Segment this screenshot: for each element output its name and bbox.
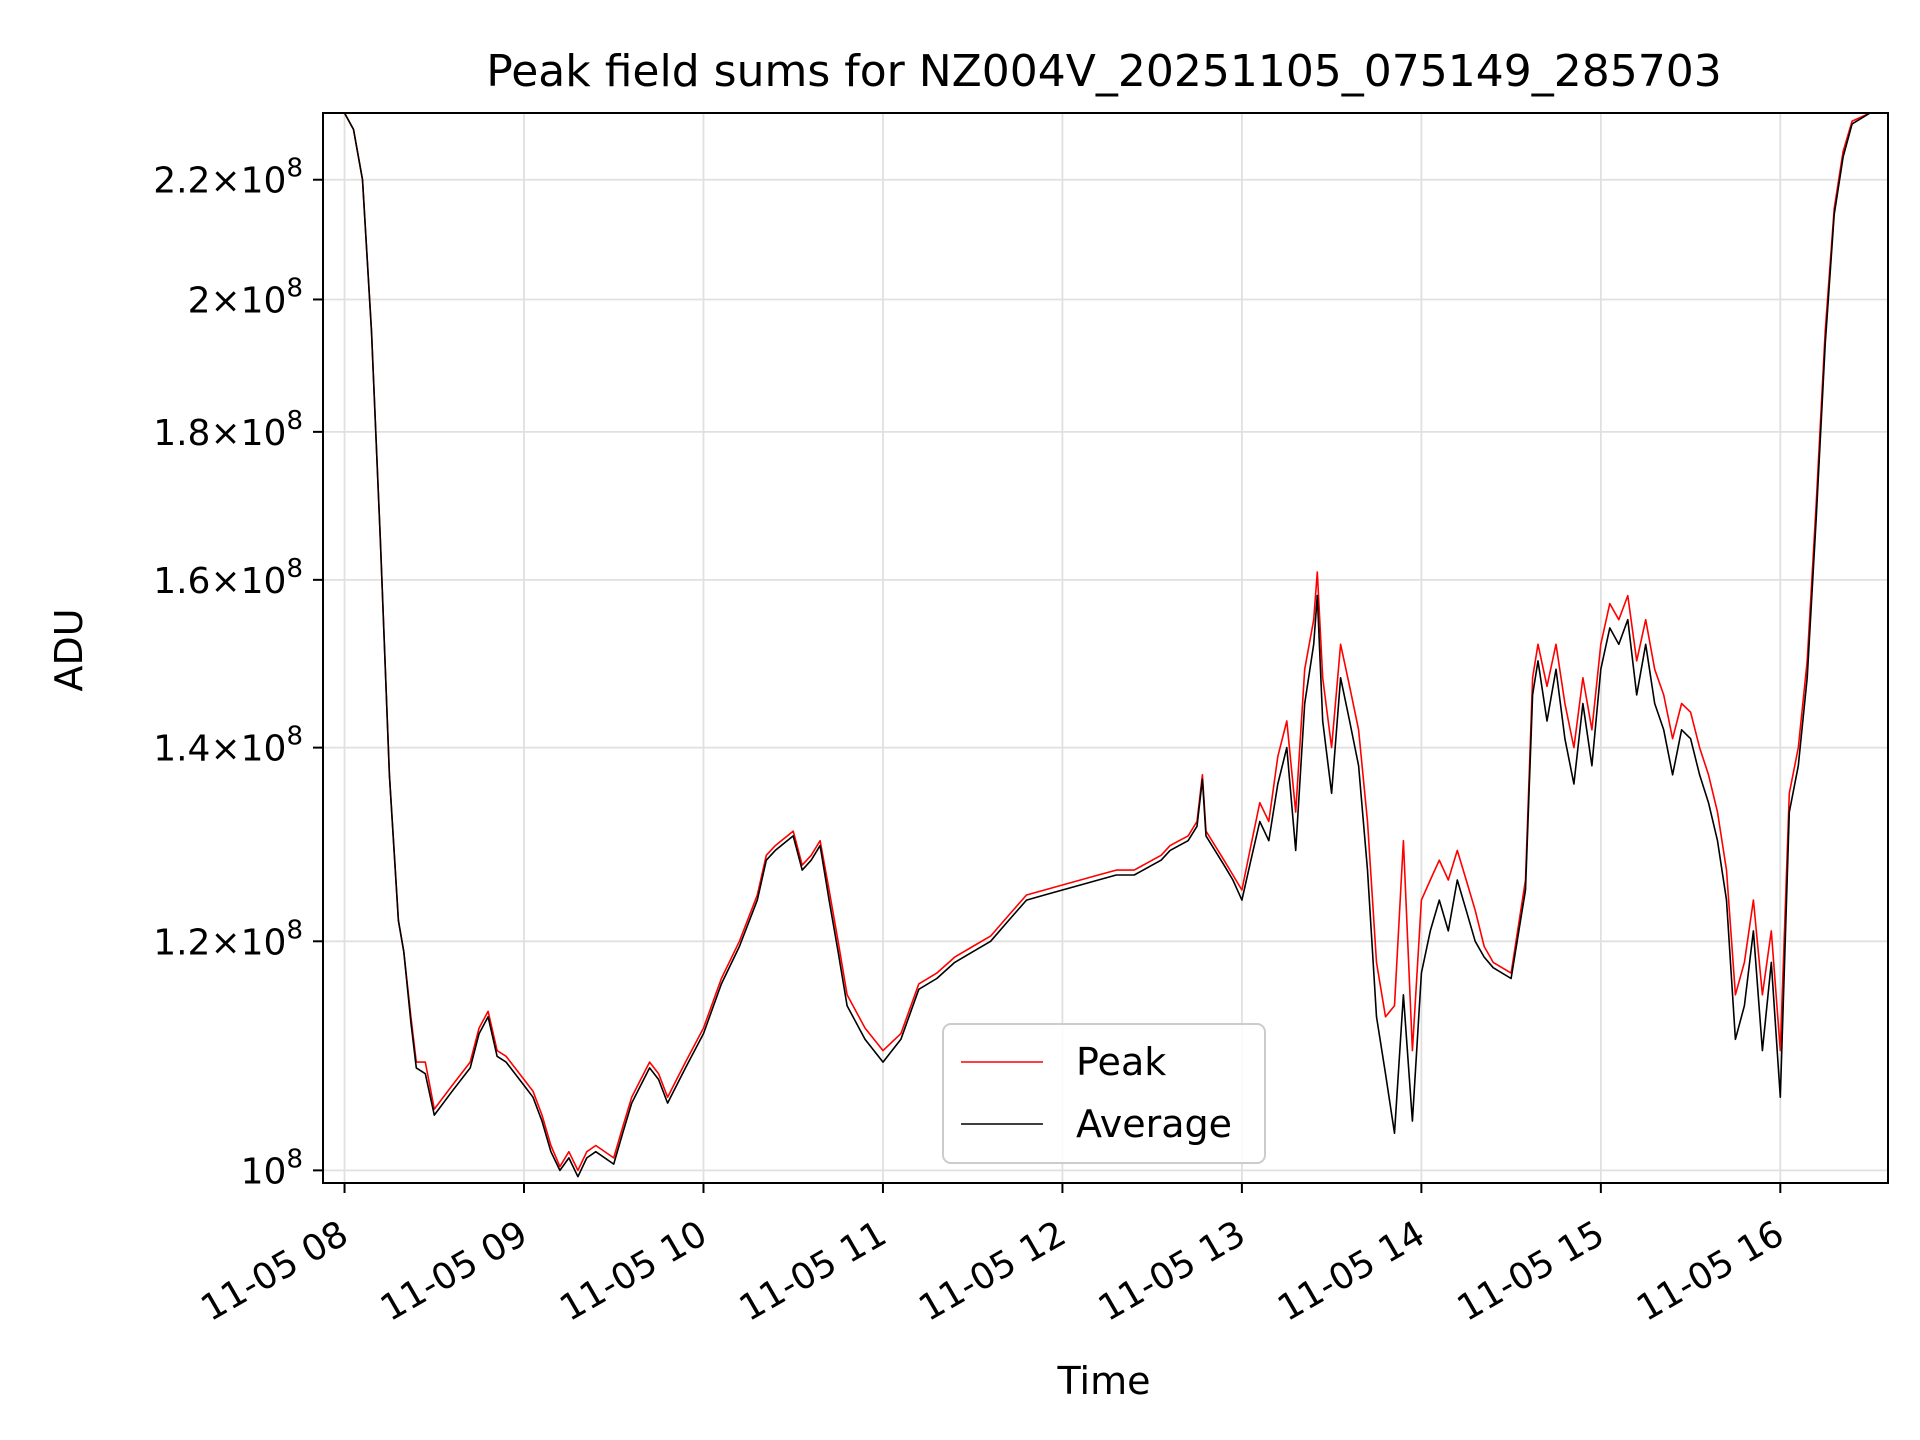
- y-tick-label: 2.2×108: [153, 154, 303, 202]
- y-tick-base: 10: [241, 729, 287, 770]
- y-tick-mantissa: 1.2: [153, 922, 210, 963]
- y-tick-exponent: 8: [286, 154, 303, 184]
- y-tick-times: ×: [210, 161, 240, 202]
- y-tick-times: ×: [210, 922, 240, 963]
- chart-title: Peak field sums for NZ004V_20251105_0751…: [486, 46, 1721, 97]
- y-axis-ticks: 1081.2×1081.4×1081.6×1081.8×1082×1082.2×…: [153, 154, 323, 1192]
- y-tick-times: ×: [210, 413, 240, 454]
- y-tick-base: 10: [241, 280, 287, 321]
- y-tick-exponent: 8: [286, 554, 303, 584]
- y-tick-times: ×: [210, 280, 240, 321]
- legend: Peak Average: [942, 1023, 1266, 1164]
- y-tick-times: ×: [210, 729, 240, 770]
- y-tick-base: 10: [241, 922, 287, 963]
- x-axis-label: Time: [1057, 1359, 1151, 1403]
- axes-frame: [322, 112, 1889, 1184]
- y-tick-exponent: 8: [286, 722, 303, 752]
- y-tick-base: 10: [241, 413, 287, 454]
- y-tick-base: 10: [241, 1151, 287, 1192]
- y-tick-mantissa: 1.6: [153, 561, 210, 602]
- legend-average-label: Average: [1076, 1102, 1232, 1146]
- y-tick-times: ×: [210, 561, 240, 602]
- y-tick-base: 10: [241, 561, 287, 602]
- y-tick-base: 10: [241, 161, 287, 202]
- y-tick-label: 1.8×108: [153, 406, 303, 454]
- grid-lines: [323, 113, 1888, 1183]
- y-tick-mantissa: 1.8: [153, 413, 210, 454]
- y-tick-label: 1.6×108: [153, 554, 303, 602]
- y-tick-mantissa: 2: [188, 280, 211, 321]
- plot-area: [323, 112, 1888, 1178]
- y-tick-mantissa: 2.2: [153, 161, 210, 202]
- y-tick-label: 108: [241, 1144, 303, 1192]
- y-tick-exponent: 8: [286, 273, 303, 303]
- y-axis-label: ADU: [47, 608, 91, 691]
- y-tick-exponent: 8: [286, 406, 303, 436]
- y-tick-exponent: 8: [286, 1144, 303, 1174]
- y-tick-mantissa: 1.4: [153, 729, 210, 770]
- y-tick-label: 2×108: [188, 273, 303, 321]
- y-tick-label: 1.4×108: [153, 722, 303, 770]
- legend-box: [942, 1023, 1266, 1164]
- legend-peak-label: Peak: [1076, 1040, 1166, 1084]
- y-tick-label: 1.2×108: [153, 915, 303, 963]
- series-line-average: [323, 112, 1888, 1178]
- y-tick-exponent: 8: [286, 915, 303, 945]
